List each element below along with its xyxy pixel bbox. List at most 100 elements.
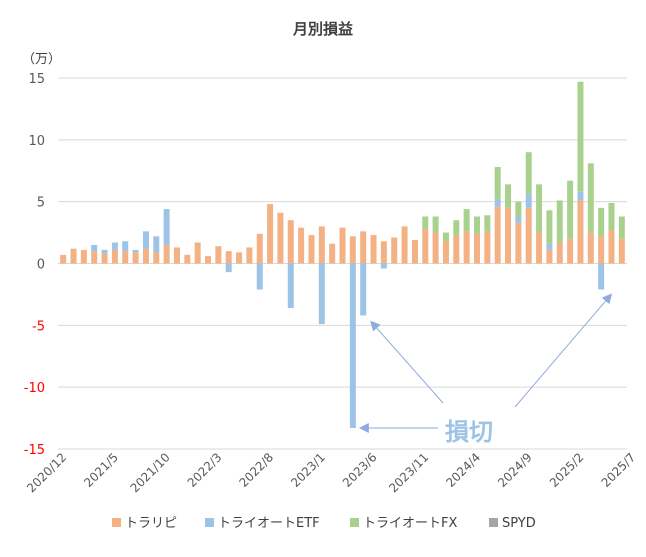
x-tick-label: 2023/6 [340, 450, 380, 490]
bar-segment [267, 204, 273, 263]
bar-segment [505, 208, 511, 264]
bar-segment [215, 246, 221, 263]
bar-segment [484, 215, 490, 231]
legend-label: SPYD [502, 516, 536, 531]
bar-segment [484, 231, 490, 263]
bar-segment [557, 200, 563, 242]
x-tick-label: 2022/3 [185, 450, 225, 490]
legend-label: トライオートFX [363, 516, 457, 531]
x-tick-label: 2022/8 [236, 450, 276, 490]
bar-segment [195, 242, 201, 263]
bar-segment [184, 255, 190, 264]
bar-segment [153, 252, 159, 263]
y-tick-label: 10 [28, 134, 45, 149]
bar-segment [526, 152, 532, 194]
x-tick-label: 2025/7 [599, 450, 639, 490]
bar-segment [588, 163, 594, 232]
legend-swatch [205, 518, 214, 527]
bar-segment [246, 247, 252, 263]
annotation-label: 損切 [445, 418, 493, 446]
bar-segment [308, 235, 314, 263]
bar-segment [112, 242, 118, 249]
legend-label: トラリピ [125, 516, 177, 531]
bar-segment [133, 252, 139, 263]
legend-swatch [489, 518, 498, 527]
bar-segment [546, 250, 552, 264]
x-tick-label: 2023/1 [288, 450, 328, 490]
y-tick-label: -5 [32, 319, 45, 334]
bar-segment [567, 239, 573, 264]
bar-segment [143, 231, 149, 248]
bar-segment [381, 241, 387, 263]
bars [60, 82, 625, 428]
y-tick-label: -15 [24, 443, 45, 458]
bar-segment [71, 249, 77, 264]
bar-segment [329, 244, 335, 264]
bar-segment [474, 217, 480, 234]
bar-segment [422, 229, 428, 264]
bar-segment [226, 251, 232, 263]
legend-swatch [350, 518, 359, 527]
bar-segment [205, 256, 211, 263]
bar-segment [257, 264, 263, 290]
annotation-group: 損切 [362, 296, 610, 446]
bar-segment [515, 217, 521, 223]
bar-segment [91, 245, 97, 251]
bar-segment [402, 226, 408, 263]
bar-segment [536, 184, 542, 232]
bar-segment [102, 250, 108, 254]
legend-label: トライオートETF [218, 516, 320, 531]
x-tick-label: 2023/11 [386, 450, 431, 495]
bar-segment [515, 223, 521, 264]
bar-segment [112, 250, 118, 264]
bar-segment [164, 245, 170, 264]
bar-segment [598, 236, 604, 263]
bar-segment [464, 231, 470, 263]
bar-segment [277, 213, 283, 264]
bar-segment [588, 233, 594, 264]
bar-segment [443, 241, 449, 263]
bar-segment [257, 234, 263, 264]
bar-segment [350, 264, 356, 428]
bar-segment [133, 250, 139, 252]
bar-segment [122, 241, 128, 251]
bar-segment [608, 203, 614, 230]
bar-segment [122, 251, 128, 263]
bar-segment [546, 210, 552, 243]
bar-segment [577, 192, 583, 201]
bar-segment [226, 264, 232, 273]
bar-segment [526, 194, 532, 208]
bar-segment [495, 207, 501, 264]
bar-segment [236, 252, 242, 263]
bar-segment [288, 220, 294, 263]
bar-segment [288, 264, 294, 309]
x-tick-label: 2024/4 [443, 450, 483, 490]
x-tick-label: 2024/9 [495, 450, 535, 490]
bar-segment [164, 209, 170, 245]
bar-segment [360, 231, 366, 263]
bar-segment [422, 217, 428, 229]
bar-segment [143, 249, 149, 264]
annotation-arrow [515, 296, 610, 407]
annotation-arrow [372, 323, 443, 403]
bar-segment [526, 208, 532, 264]
bar-segment [81, 250, 87, 264]
x-tick-label: 2025/2 [547, 450, 587, 490]
bar-segment [391, 238, 397, 264]
bar-segment [495, 167, 501, 199]
bar-segment [360, 264, 366, 316]
bar-segment [371, 235, 377, 263]
y-tick-label: 0 [37, 258, 45, 273]
bar-segment [443, 233, 449, 242]
legend: トラリピ トライオートETF トライオートFX SPYD [112, 516, 536, 531]
bar-segment [60, 255, 66, 264]
bar-segment [453, 235, 459, 263]
bar-segment [598, 264, 604, 290]
y-tick-label: 15 [28, 72, 45, 87]
bar-segment [464, 209, 470, 231]
bar-segment [567, 181, 573, 239]
